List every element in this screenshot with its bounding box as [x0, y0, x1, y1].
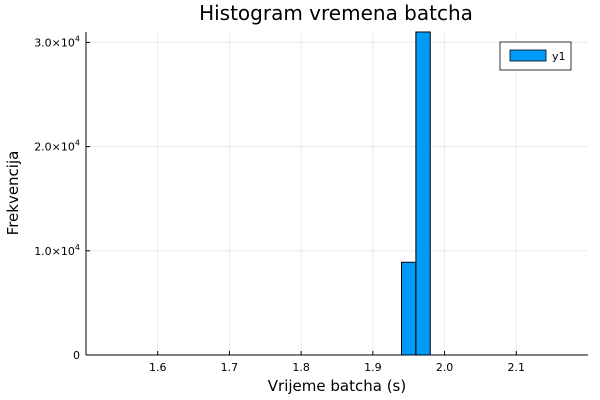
x-tick-label: 2.1 [508, 361, 526, 374]
y-tick-label: 0 [73, 349, 80, 362]
histogram-bar [415, 31, 431, 356]
bars [401, 31, 431, 356]
y-tick-label: 1.0×104 [34, 243, 80, 258]
x-tick-label: 1.7 [221, 361, 239, 374]
x-tick-label: 2.0 [436, 361, 454, 374]
x-tick-label: 1.8 [292, 361, 310, 374]
histogram-bar [401, 261, 417, 356]
y-axis-label: Frekvencija [4, 151, 22, 236]
x-axis-label: Vrijeme batcha (s) [268, 377, 406, 395]
x-tick-label: 1.6 [149, 361, 167, 374]
legend: y1 [499, 41, 572, 71]
x-tick-label: 1.9 [364, 361, 382, 374]
y-tick-label: 3.0×104 [34, 34, 80, 49]
legend-swatch [509, 49, 547, 62]
y-ticks: 0 1.0×104 2.0×104 3.0×104 [34, 34, 90, 362]
grid [86, 32, 588, 356]
x-ticks: 1.6 1.7 1.8 1.9 2.0 2.1 [149, 351, 525, 374]
chart-title: Histogram vremena batcha [199, 1, 473, 25]
y-tick-label: 2.0×104 [34, 139, 80, 154]
legend-label: y1 [552, 50, 566, 63]
